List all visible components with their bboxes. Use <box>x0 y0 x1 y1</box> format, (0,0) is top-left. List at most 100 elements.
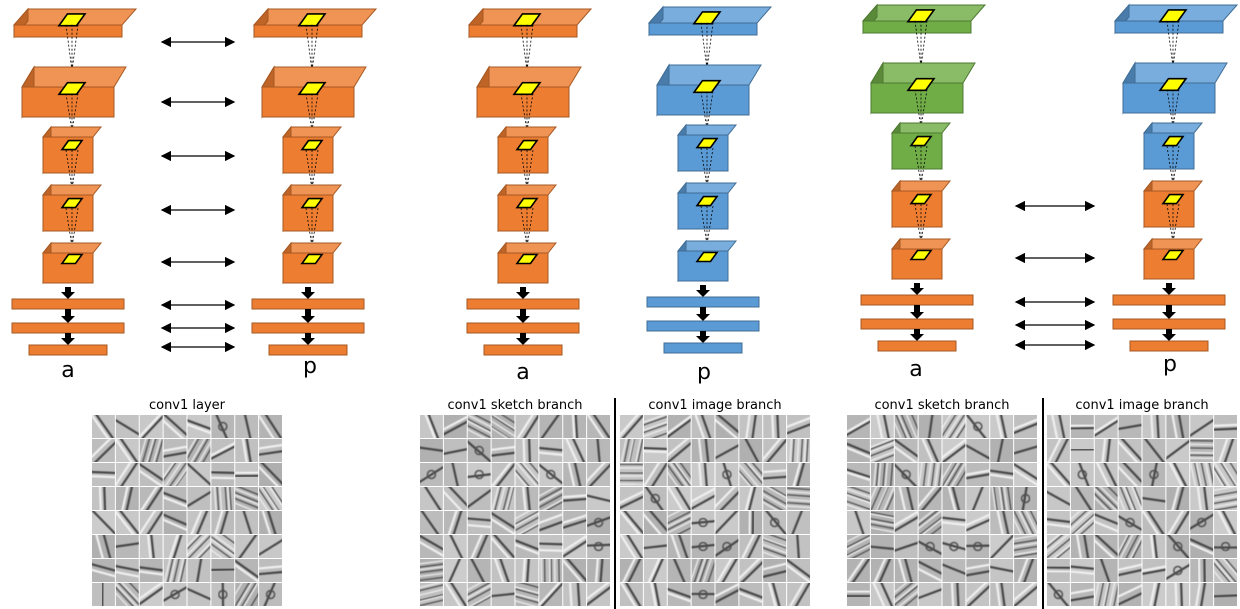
fig2-positive-conv1-filter-window <box>692 11 722 25</box>
filters-right-sketch-branch-filter-cell <box>966 463 990 486</box>
filters-middle-sketch-branch-filter-cell <box>539 535 563 558</box>
filters-right-image-branch-filter-cell <box>1166 559 1190 582</box>
filters-conv1-layer-filter-cell <box>139 535 163 558</box>
fig3-positive-conv1 <box>1113 3 1239 35</box>
filters-middle-image-branch-filter-cell <box>667 439 691 462</box>
filters-middle-sketch-branch-filter-cell <box>587 487 610 510</box>
filters-middle-sketch-branch-filter-cell <box>420 535 443 558</box>
filters-right-sketch-branch-filter-cell <box>847 511 870 534</box>
filters-right-sketch-branch-filter-cell <box>847 535 870 558</box>
filters-middle-image-branch-filter-cell <box>620 583 643 606</box>
filters-middle-sketch-branch-filter-cell <box>467 439 491 462</box>
fig2-anchor-conv1-filter-window <box>512 13 542 27</box>
filters-middle-image-branch-filter-cell <box>715 535 739 558</box>
filters-right-sketch-branch-filter-cell <box>966 439 990 462</box>
fig3-positive-conv2-filter-window <box>1158 77 1188 92</box>
figure3-positive-label: p <box>1163 352 1177 377</box>
filters-conv1-layer-filter-cell <box>211 463 235 486</box>
filters-conv1-layer-filter-cell <box>92 511 115 534</box>
filters-right-image-branch-filter-cell <box>1142 415 1166 438</box>
fig3-positive-conv2 <box>1122 61 1228 115</box>
fig2-positive-arrow-fc7 <box>696 331 710 343</box>
filters-middle-image-branch-filter-cell <box>715 439 739 462</box>
filters-middle-image-branch-filter-cell <box>691 535 715 558</box>
fig3-positive-conv4-filter-window <box>1161 193 1185 205</box>
filters-right-sketch-branch-filter-cell <box>894 487 918 510</box>
filters-middle-image-branch-filter-cell <box>643 535 667 558</box>
filters-conv1-layer-filter-cell <box>235 559 259 582</box>
filters-middle-sketch-branch-filter-cell <box>443 583 467 606</box>
filters-middle-sketch-branch-filter-cell <box>563 415 587 438</box>
filters-conv1-layer-filter-cell <box>259 583 282 606</box>
filters-middle-image-branch-filter-cell <box>739 487 763 510</box>
filters-conv1-layer-filter-cell <box>115 487 139 510</box>
filters-middle-sketch-branch-filter-cell <box>443 511 467 534</box>
filters-right-sketch-branch-filter-cell <box>870 463 894 486</box>
filters-middle-sketch-branch-filter-cell <box>539 487 563 510</box>
filters-right-image-branch-filter-cell <box>1118 463 1142 486</box>
filters-right-sketch-branch-filter-cell <box>966 583 990 606</box>
filters-middle-image-branch-filter-cell <box>667 583 691 606</box>
filters-middle-image-branch-filter-cell <box>739 511 763 534</box>
filters-middle-sketch-branch-filter-cell <box>563 583 587 606</box>
filters-right-sketch-branch-filter-cell <box>918 559 942 582</box>
filters-right-sketch-branch-filter-cell <box>847 463 870 486</box>
filters-middle-image-branch <box>619 414 811 607</box>
filters-conv1-layer-filter-cell <box>92 439 115 462</box>
filters-middle-sketch-branch-filter-cell <box>563 463 587 486</box>
filters-middle-image-branch-filter-cell <box>715 511 739 534</box>
filters-middle-image-branch-filter-cell <box>691 511 715 534</box>
filters-middle-sketch-branch-filter-cell <box>443 559 467 582</box>
fig2-positive-fc6 <box>646 296 760 308</box>
fig3-anchor-conv1 <box>861 3 987 35</box>
filters-middle-sketch-branch-filter-cell <box>420 415 443 438</box>
filters-right-sketch-branch-filter-cell <box>894 583 918 606</box>
filters-right-image-branch-filter-cell <box>1190 463 1214 486</box>
filters-conv1-layer-filter-cell <box>139 559 163 582</box>
filters-right-sketch-branch-filter-cell <box>1014 559 1037 582</box>
filters-middle-sketch-branch-filter-cell <box>443 535 467 558</box>
filters-conv1-layer-filter-cell <box>92 535 115 558</box>
filters-conv1-layer-filter-cell <box>211 535 235 558</box>
fig2-positive-arrow-conv5-fc6 <box>696 285 710 297</box>
filters-right-sketch-branch-filter-cell <box>847 583 870 606</box>
fig3-anchor-arrow-fc7 <box>910 329 924 341</box>
fig2-anchor-conv3 <box>496 125 558 175</box>
filters-middle-sketch-branch-filter-cell <box>515 583 539 606</box>
filters-right-sketch-branch-filter-cell <box>894 535 918 558</box>
filters-right-sketch-branch-filter-cell <box>870 511 894 534</box>
fig1-positive-arrow-conv5-fc6 <box>301 287 315 299</box>
filters-right-image-branch-filter-cell <box>1142 487 1166 510</box>
filters-middle-image-branch-filter-cell <box>739 535 763 558</box>
filters-right-sketch-branch-filter-cell <box>942 439 966 462</box>
filters-right-image-branch-filter-cell <box>1070 439 1094 462</box>
filters-right-image-branch-filter-cell <box>1118 559 1142 582</box>
filters-right-image-branch-filter-cell <box>1070 583 1094 606</box>
filters-middle-image-branch-filter-cell <box>620 535 643 558</box>
filters-middle-sketch-branch-filter-cell <box>563 439 587 462</box>
filters-conv1-layer-filter-cell <box>235 439 259 462</box>
filters-conv1-layer-filter-cell <box>211 559 235 582</box>
filters-middle-image-branch-filter-cell <box>763 559 787 582</box>
filters-right-sketch-branch-filter-cell <box>942 535 966 558</box>
filters-conv1-layer-filter-cell <box>211 487 235 510</box>
fig2-anchor-tower <box>466 7 593 356</box>
filters-middle-sketch-branch-filter-cell <box>539 559 563 582</box>
filters-right-image-branch-filter-cell <box>1094 463 1118 486</box>
filters-middle-image-branch-filter-cell <box>643 487 667 510</box>
filters-conv1-layer-filter-cell <box>187 583 211 606</box>
fig2-anchor-conv5-filter-window <box>515 253 539 265</box>
fig1-positive-fc8 <box>268 344 348 356</box>
filters-middle-sketch-branch-filter-cell <box>467 583 491 606</box>
caption-middle-image-branch: conv1 image branch <box>648 398 782 413</box>
fig1-anchor-arrow-fc6 <box>61 309 75 323</box>
filters-right-sketch-branch-filter-cell <box>870 487 894 510</box>
fig3-positive-conv4 <box>1142 179 1204 229</box>
fig1-anchor-conv5 <box>41 241 103 285</box>
filters-right-image-branch-filter-cell <box>1118 415 1142 438</box>
filters-right-image-branch-filter-cell <box>1214 463 1237 486</box>
filters-conv1-layer-filter-cell <box>139 511 163 534</box>
filters-middle-image-branch-filter-cell <box>643 583 667 606</box>
filters-right-sketch-branch-filter-cell <box>870 559 894 582</box>
filters-conv1-layer-filter-cell <box>235 463 259 486</box>
